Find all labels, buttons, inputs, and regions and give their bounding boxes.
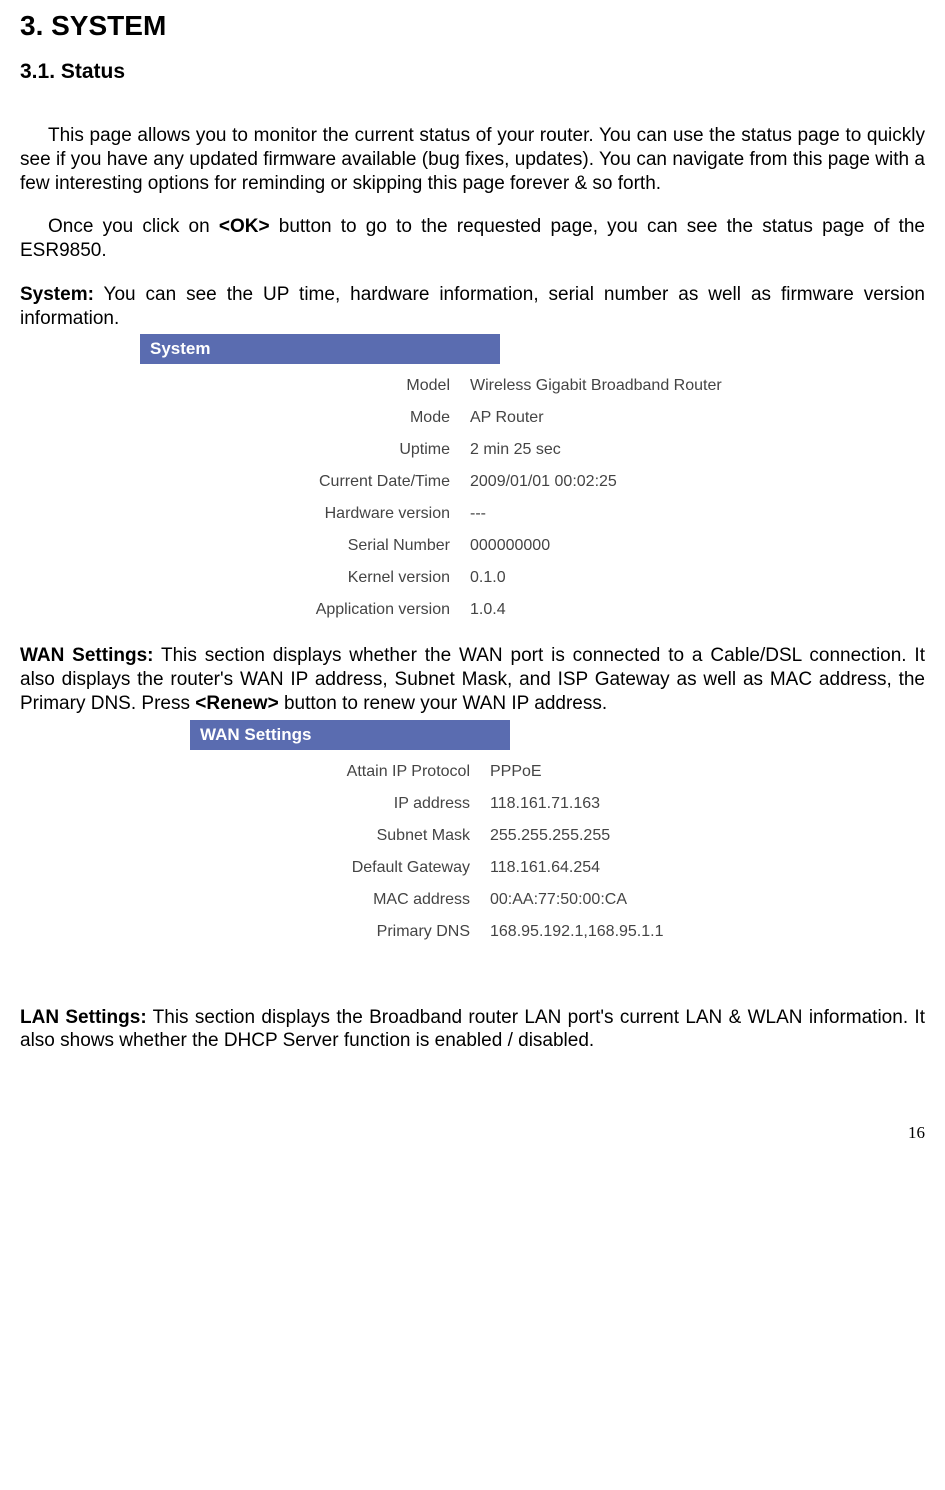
row-value: 118.161.64.254 bbox=[490, 852, 852, 884]
row-label: MAC address bbox=[190, 884, 490, 916]
row-value: --- bbox=[470, 498, 832, 530]
table-row: Current Date/Time2009/01/01 00:02:25 bbox=[140, 466, 832, 498]
row-label: Application version bbox=[140, 594, 470, 626]
table-row: Default Gateway118.161.64.254 bbox=[190, 852, 852, 884]
system-desc-text: You can see the UP time, hardware inform… bbox=[20, 284, 925, 329]
table-row: Attain IP ProtocolPPPoE bbox=[190, 756, 852, 788]
row-label: Default Gateway bbox=[190, 852, 490, 884]
lan-section-desc: LAN Settings: This section displays the … bbox=[20, 1006, 925, 1054]
row-value: 118.161.71.163 bbox=[490, 788, 852, 820]
wan-label: WAN Settings: bbox=[20, 645, 153, 666]
row-label: Kernel version bbox=[140, 562, 470, 594]
row-value: 1.0.4 bbox=[470, 594, 832, 626]
row-label: Mode bbox=[140, 402, 470, 434]
wan-table: Attain IP ProtocolPPPoEIP address118.161… bbox=[190, 756, 852, 948]
row-label: Current Date/Time bbox=[140, 466, 470, 498]
table-row: Application version1.0.4 bbox=[140, 594, 832, 626]
row-value: 2009/01/01 00:02:25 bbox=[470, 466, 832, 498]
renew-button-ref: <Renew> bbox=[195, 693, 278, 714]
table-row: ModeAP Router bbox=[140, 402, 832, 434]
table-row: Primary DNS168.95.192.1,168.95.1.1 bbox=[190, 916, 852, 948]
system-section-desc: System: You can see the UP time, hardwar… bbox=[20, 283, 925, 331]
row-value: 000000000 bbox=[470, 530, 832, 562]
lan-desc-text: This section displays the Broadband rout… bbox=[20, 1007, 925, 1052]
wan-desc-text-c: button to renew your WAN IP address. bbox=[279, 693, 607, 714]
table-row: Hardware version--- bbox=[140, 498, 832, 530]
section-title: 3.1. Status bbox=[20, 60, 925, 84]
text: Once you click on bbox=[48, 216, 219, 237]
row-label: Uptime bbox=[140, 434, 470, 466]
wan-panel-header: WAN Settings bbox=[190, 720, 510, 750]
row-value: 2 min 25 sec bbox=[470, 434, 832, 466]
system-panel-header: System bbox=[140, 334, 500, 364]
table-row: IP address118.161.71.163 bbox=[190, 788, 852, 820]
row-label: Serial Number bbox=[140, 530, 470, 562]
row-label: Model bbox=[140, 370, 470, 402]
system-panel: System ModelWireless Gigabit Broadband R… bbox=[140, 334, 925, 626]
intro-paragraph-2: Once you click on <OK> button to go to t… bbox=[20, 215, 925, 263]
lan-label: LAN Settings: bbox=[20, 1007, 147, 1028]
table-row: Serial Number000000000 bbox=[140, 530, 832, 562]
table-row: Uptime2 min 25 sec bbox=[140, 434, 832, 466]
row-label: IP address bbox=[190, 788, 490, 820]
row-value: 255.255.255.255 bbox=[490, 820, 852, 852]
row-label: Subnet Mask bbox=[190, 820, 490, 852]
row-label: Primary DNS bbox=[190, 916, 490, 948]
table-row: ModelWireless Gigabit Broadband Router bbox=[140, 370, 832, 402]
table-row: Kernel version0.1.0 bbox=[140, 562, 832, 594]
row-value: 0.1.0 bbox=[470, 562, 832, 594]
row-value: 168.95.192.1,168.95.1.1 bbox=[490, 916, 852, 948]
row-value: 00:AA:77:50:00:CA bbox=[490, 884, 852, 916]
system-label: System: bbox=[20, 284, 94, 305]
intro-paragraph-1: This page allows you to monitor the curr… bbox=[20, 124, 925, 195]
row-label: Attain IP Protocol bbox=[190, 756, 490, 788]
table-row: MAC address00:AA:77:50:00:CA bbox=[190, 884, 852, 916]
ok-button-ref: <OK> bbox=[219, 216, 270, 237]
row-label: Hardware version bbox=[140, 498, 470, 530]
page-number: 16 bbox=[20, 1123, 925, 1143]
system-table: ModelWireless Gigabit Broadband RouterMo… bbox=[140, 370, 832, 626]
row-value: PPPoE bbox=[490, 756, 852, 788]
chapter-title: 3. SYSTEM bbox=[20, 10, 925, 42]
wan-section-desc: WAN Settings: This section displays whet… bbox=[20, 644, 925, 715]
row-value: AP Router bbox=[470, 402, 832, 434]
wan-panel: WAN Settings Attain IP ProtocolPPPoEIP a… bbox=[190, 720, 925, 948]
table-row: Subnet Mask255.255.255.255 bbox=[190, 820, 852, 852]
row-value: Wireless Gigabit Broadband Router bbox=[470, 370, 832, 402]
